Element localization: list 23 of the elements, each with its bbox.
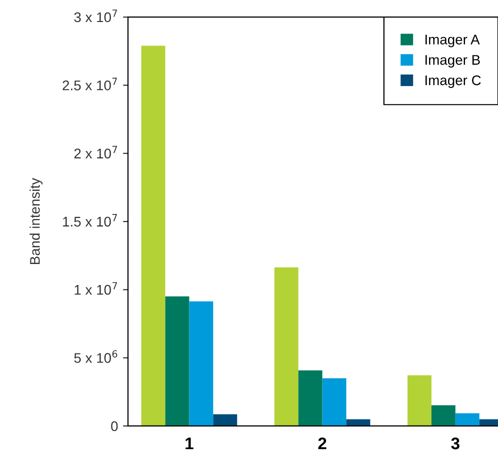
- bar: [141, 46, 166, 426]
- y-tick-label: 2.5 x 10$^{7}$: [62, 78, 117, 90]
- x-tick-label: 1: [186, 438, 194, 450]
- bar: [274, 267, 298, 426]
- bar: [431, 405, 456, 426]
- bar: [322, 378, 346, 426]
- x-tick-label: 3: [451, 438, 460, 450]
- y-tick-label: 1 x 10$^{7}$: [74, 282, 118, 295]
- bar: [189, 301, 214, 426]
- legend-label: Imager C: [426, 75, 481, 88]
- y-tick-label: 1.5 x 10$^{7}$: [63, 214, 117, 227]
- x-tick-label: 2: [318, 438, 326, 450]
- y-tick-label: 2 x 10$^{7}$: [74, 146, 118, 158]
- bar: [407, 375, 432, 426]
- legend-label: Imager A: [426, 34, 480, 48]
- y-tick-label: 5 x 10$^{6}$: [74, 350, 118, 363]
- bar: [165, 296, 190, 426]
- y-axis-title: Band intensity: [30, 178, 43, 264]
- y-tick-label: 0: [111, 421, 118, 432]
- legend-label: Imager B: [426, 55, 480, 68]
- bar: [213, 414, 238, 426]
- bar: [298, 370, 322, 426]
- y-tick-label: 3 x 10$^{7}$: [74, 10, 118, 22]
